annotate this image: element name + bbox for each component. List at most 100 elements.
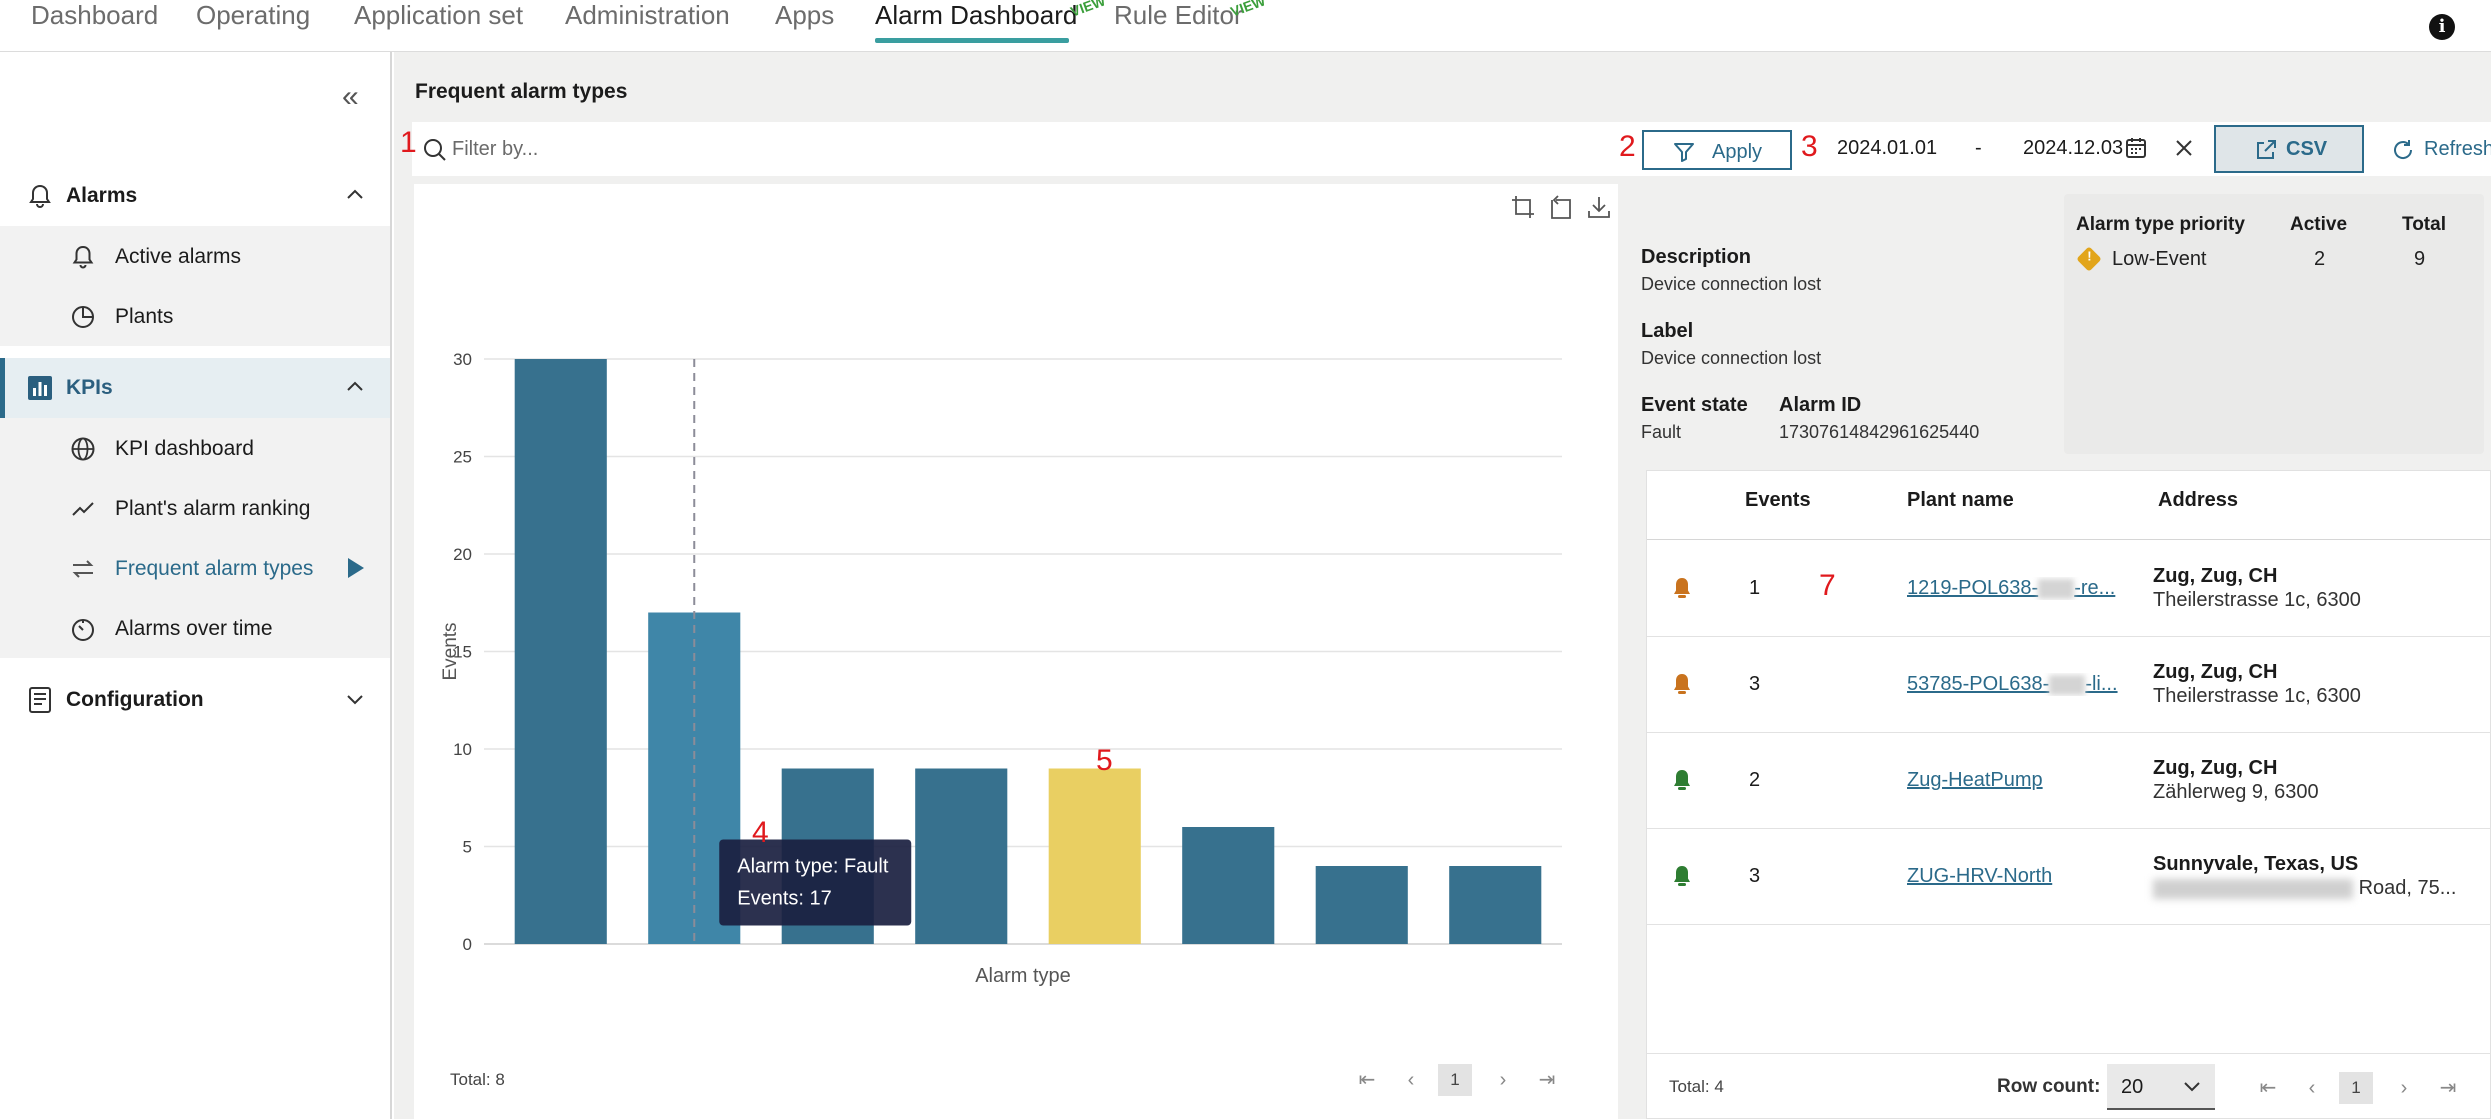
- annotation-marker: 4: [752, 816, 769, 849]
- sidebar-item-kpi-dashboard[interactable]: KPI dashboard: [0, 418, 390, 478]
- event-state-label: Event state: [1641, 394, 1748, 416]
- tab-administration[interactable]: Administration: [565, 0, 730, 30]
- plant-name-column-header[interactable]: Plant name: [1907, 489, 2014, 511]
- calendar-icon[interactable]: [2124, 136, 2148, 160]
- active-tab-underline: [875, 38, 1069, 43]
- last-page-icon[interactable]: ⇥: [2439, 1077, 2457, 1099]
- sidebar-item-label: Active alarms: [115, 245, 242, 268]
- date-separator: -: [1975, 137, 1982, 159]
- sidebar-item-plants-alarm-ranking[interactable]: Plant's alarm ranking: [0, 478, 390, 538]
- plant-name-text: 1219-POL638-: [1907, 577, 2039, 599]
- sidebar-item-alarms-over-time[interactable]: Alarms over time: [0, 598, 390, 658]
- address-column-header[interactable]: Address: [2158, 489, 2239, 511]
- chevron-up-icon[interactable]: [344, 184, 366, 206]
- csv-export-button[interactable]: CSV: [2214, 125, 2364, 173]
- chart-pagination: ⇤ ‹ 1 › ⇥: [1350, 1064, 1590, 1096]
- sidebar-submenu: [0, 226, 390, 346]
- row-count-value: 20: [2121, 1076, 2144, 1098]
- next-page-icon[interactable]: ›: [1499, 1069, 1507, 1091]
- last-page-icon[interactable]: ⇥: [1538, 1069, 1556, 1091]
- current-page[interactable]: 1: [2339, 1072, 2373, 1104]
- first-page-icon[interactable]: ⇤: [1358, 1069, 1376, 1091]
- first-page-icon[interactable]: ⇤: [2259, 1077, 2277, 1099]
- date-from[interactable]: 2024.01.01: [1837, 137, 1938, 159]
- table-row[interactable]: 2 Zug-HeatPump Zug, Zug, CH Zählerweg 9,…: [1647, 733, 2491, 829]
- chart-tooltip: [719, 839, 912, 926]
- address-line2: Road, 75...: [2153, 877, 2456, 900]
- sidebar-item-label: Alarms over time: [115, 617, 273, 640]
- table-row[interactable]: 3 53785-POL638- -li... Zug, Zug, CH Theil…: [1647, 637, 2491, 733]
- csv-button-label: CSV: [2286, 138, 2328, 160]
- refresh-button[interactable]: Refresh: [2374, 125, 2491, 173]
- chart-bar[interactable]: [1048, 768, 1141, 945]
- chevron-up-icon[interactable]: [344, 376, 366, 398]
- tab-rule-editor[interactable]: Rule Editor: [1114, 0, 1243, 30]
- events-cell: 2: [1749, 769, 1761, 791]
- table-header-divider: [1647, 539, 2491, 540]
- plant-name-link[interactable]: 53785-POL638- -li...: [1907, 673, 2133, 696]
- tooltip-events: Events: 17: [737, 888, 832, 910]
- date-to[interactable]: 2024.12.03: [2023, 137, 2124, 159]
- apply-button[interactable]: Apply: [1642, 130, 1792, 170]
- bell-outline-icon: [72, 245, 94, 269]
- download-icon[interactable]: [1586, 194, 1612, 220]
- trend-line-icon: [72, 502, 94, 516]
- chart-bar[interactable]: [915, 768, 1008, 945]
- filter-icon: [1674, 143, 1694, 162]
- bell-icon: [1674, 866, 1690, 886]
- collapse-sidebar-icon[interactable]: «: [342, 80, 359, 113]
- apply-button-label: Apply: [1712, 141, 1763, 163]
- plant-name-link[interactable]: ZUG-HRV-North: [1907, 865, 2053, 887]
- sidebar-section-alarms[interactable]: Alarms: [0, 166, 390, 226]
- chevron-down-icon[interactable]: [344, 688, 366, 710]
- address-line2: Theilerstrasse 1c, 6300: [2153, 589, 2361, 611]
- address-text: Road, 75...: [2358, 877, 2457, 899]
- chart-bar[interactable]: [514, 359, 607, 944]
- tab-application-set[interactable]: Application set: [354, 0, 524, 30]
- y-tick-label: 10: [453, 740, 472, 759]
- close-icon[interactable]: [2174, 138, 2194, 158]
- plant-name-text: 53785-POL638-: [1907, 673, 2050, 695]
- tab-alarm-dashboard[interactable]: Alarm Dashboard: [875, 0, 1078, 30]
- annotation-marker: 7: [1819, 569, 1836, 602]
- y-tick-label: 25: [453, 448, 472, 467]
- annotation-marker: 3: [1801, 130, 1818, 163]
- annotation-marker: 1: [400, 126, 417, 159]
- tab-dashboard[interactable]: Dashboard: [31, 0, 159, 30]
- plants-table: Events Plant name Address 1 1219-POL638-…: [1646, 470, 2491, 1119]
- tab-operating[interactable]: Operating: [196, 0, 311, 30]
- chart-bar[interactable]: [1449, 866, 1542, 944]
- sidebar-section-configuration[interactable]: Configuration: [0, 670, 390, 730]
- chart-bar[interactable]: [1315, 866, 1408, 944]
- address-line1: Zug, Zug, CH: [2153, 661, 2278, 683]
- refresh-icon: [2394, 140, 2413, 159]
- prev-page-icon[interactable]: ‹: [1407, 1069, 1415, 1091]
- active-header: Active: [2290, 214, 2348, 235]
- sidebar-item-active-alarms[interactable]: Active alarms: [0, 226, 390, 286]
- tab-apps[interactable]: Apps: [775, 0, 835, 30]
- sidebar-section-kpis[interactable]: KPIs: [0, 358, 390, 418]
- x-axis-label: Alarm type: [975, 965, 1071, 987]
- y-axis-label: Events: [440, 622, 461, 680]
- address-line2: Theilerstrasse 1c, 6300: [2153, 685, 2361, 707]
- chart-bar[interactable]: [1182, 827, 1275, 944]
- search-icon: [424, 139, 446, 161]
- sidebar-item-frequent-alarm-types[interactable]: Frequent alarm types: [0, 538, 390, 598]
- label-label: Label: [1641, 320, 1694, 342]
- filter-input[interactable]: [452, 122, 1652, 176]
- zoom-select-icon[interactable]: [1510, 194, 1536, 220]
- sidebar-item-plants[interactable]: Plants: [0, 286, 390, 346]
- info-icon[interactable]: i: [2429, 14, 2455, 40]
- plant-name-link[interactable]: Zug-HeatPump: [1907, 769, 2043, 791]
- bar-chart-icon: [28, 376, 52, 400]
- table-row[interactable]: 1 1219-POL638- -re... Zug, Zug, CH Theile…: [1647, 541, 2491, 637]
- zoom-reset-icon[interactable]: [1548, 194, 1574, 220]
- current-page[interactable]: 1: [1438, 1064, 1472, 1096]
- plant-name-link[interactable]: 1219-POL638- -re...: [1907, 577, 2133, 600]
- sidebar: « Alarms Active alarms Plants KPIs KPI d…: [0, 52, 392, 1119]
- table-row[interactable]: 3 ZUG-HRV-North Sunnyvale, Texas, US Roa…: [1647, 829, 2491, 925]
- prev-page-icon[interactable]: ‹: [2308, 1077, 2316, 1099]
- row-count-select[interactable]: 20: [2107, 1064, 2215, 1110]
- events-column-header[interactable]: Events: [1745, 489, 1811, 511]
- next-page-icon[interactable]: ›: [2400, 1077, 2408, 1099]
